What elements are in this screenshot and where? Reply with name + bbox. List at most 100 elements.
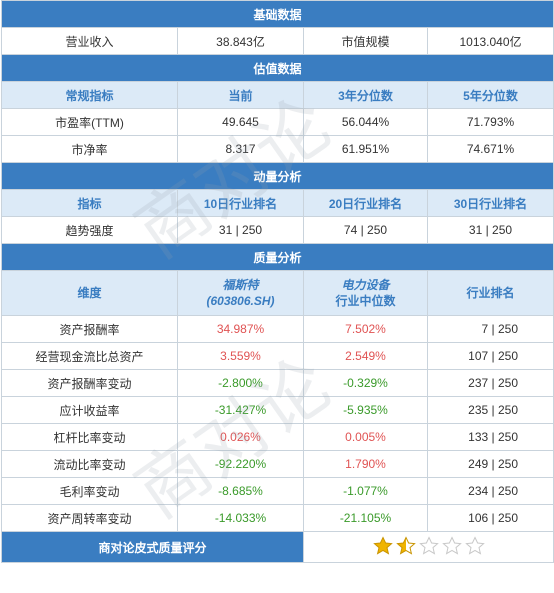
momentum-col-20d: 20日行业排名 xyxy=(303,189,428,217)
trend-30d: 31 | 250 xyxy=(426,216,554,244)
company-value: 3.559% xyxy=(177,342,304,370)
company-value: 34.987% xyxy=(177,315,304,343)
momentum-col-30d: 30日行业排名 xyxy=(426,189,554,217)
company-value: -14.033% xyxy=(177,504,304,532)
market-cap-label: 市值规模 xyxy=(303,27,428,55)
company-value: -8.685% xyxy=(177,477,304,505)
trend-label: 趋势强度 xyxy=(1,216,178,244)
industry-rank: 133 | 250 xyxy=(427,423,554,451)
company-value: -31.427% xyxy=(177,396,304,424)
valuation-col-current: 当前 xyxy=(177,81,304,109)
industry-median-label: 行业中位数 xyxy=(335,294,396,308)
industry-rank: 237 | 250 xyxy=(427,369,554,397)
valuation-title: 估值数据 xyxy=(0,54,554,82)
star-half-icon xyxy=(395,535,416,555)
basic-row: 营业收入 38.843亿 市值规模 1013.040亿 xyxy=(1,27,554,55)
valuation-header-row: 常规指标 当前 3年分位数 5年分位数 xyxy=(1,81,554,109)
industry-rank: 106 | 250 xyxy=(427,504,554,532)
pb-3y: 61.951% xyxy=(303,135,428,163)
valuation-col-5y: 5年分位数 xyxy=(426,81,554,109)
star-empty-icon xyxy=(464,535,485,555)
table-row: 经营现金流比总资产 3.559% 2.549% 107 | 250 xyxy=(1,342,554,370)
pe-current: 49.645 xyxy=(177,108,304,136)
pe-label: 市盈率(TTM) xyxy=(1,108,178,136)
quality-header-row: 维度 福斯特 (603806.SH) 电力设备 行业中位数 行业排名 xyxy=(1,270,554,316)
trend-20d: 74 | 250 xyxy=(303,216,428,244)
quality-metric-label: 流动比率变动 xyxy=(1,450,178,478)
industry-value: 0.005% xyxy=(303,423,428,451)
table-row: 杠杆比率变动 0.026% 0.005% 133 | 250 xyxy=(1,423,554,451)
industry-value: -5.935% xyxy=(303,396,428,424)
star-empty-icon xyxy=(418,535,439,555)
valuation-col-metric: 常规指标 xyxy=(1,81,178,109)
company-value: 0.026% xyxy=(177,423,304,451)
quality-metric-label: 资产周转率变动 xyxy=(1,504,178,532)
valuation-col-3y: 3年分位数 xyxy=(303,81,428,109)
table-row: 市净率 8.317 61.951% 74.671% xyxy=(1,135,554,163)
rating-stars xyxy=(372,535,485,556)
report-table: 基础数据 营业收入 38.843亿 市值规模 1013.040亿 估值数据 常规… xyxy=(0,0,554,316)
rating-table: 商对论皮式质量评分 xyxy=(1,531,554,563)
industry-rank: 7 | 250 xyxy=(427,315,554,343)
industry-rank: 107 | 250 xyxy=(427,342,554,370)
quality-metric-label: 应计收益率 xyxy=(1,396,178,424)
revenue-label: 营业收入 xyxy=(1,27,178,55)
stock-report: 基础数据 营业收入 38.843亿 市值规模 1013.040亿 估值数据 常规… xyxy=(0,0,554,563)
valuation-section-header: 估值数据 xyxy=(0,54,554,82)
company-value: -92.220% xyxy=(177,450,304,478)
table-row: 资产报酬率 34.987% 7.502% 7 | 250 xyxy=(1,315,554,343)
quality-metric-label: 资产报酬率变动 xyxy=(1,369,178,397)
rating-stars-cell xyxy=(303,531,554,563)
table-row: 流动比率变动 -92.220% 1.790% 249 | 250 xyxy=(1,450,554,478)
quality-rows-table: 资产报酬率 34.987% 7.502% 7 | 250 经营现金流比总资产 3.559%… xyxy=(1,315,554,532)
trend-10d: 31 | 250 xyxy=(177,216,304,244)
star-full-icon xyxy=(372,535,393,555)
pe-3y: 56.044% xyxy=(303,108,428,136)
table-row: 资产报酬率变动 -2.800% -0.329% 237 | 250 xyxy=(1,369,554,397)
industry-value: -21.105% xyxy=(303,504,428,532)
industry-value: 2.549% xyxy=(303,342,428,370)
quality-col-company: 福斯特 (603806.SH) xyxy=(177,270,304,316)
industry-rank: 249 | 250 xyxy=(427,450,554,478)
table-row: 资产周转率变动 -14.033% -21.105% 106 | 250 xyxy=(1,504,554,532)
basic-section-header: 基础数据 xyxy=(0,0,554,28)
industry-value: -0.329% xyxy=(303,369,428,397)
pb-label: 市净率 xyxy=(1,135,178,163)
momentum-header-row: 指标 10日行业排名 20日行业排名 30日行业排名 xyxy=(1,189,554,217)
quality-col-rank: 行业排名 xyxy=(426,270,554,316)
table-row: 应计收益率 -31.427% -5.935% 235 | 250 xyxy=(1,396,554,424)
industry-rank: 235 | 250 xyxy=(427,396,554,424)
industry-name: 电力设备 xyxy=(341,278,390,292)
industry-rank: 234 | 250 xyxy=(427,477,554,505)
quality-section-header: 质量分析 xyxy=(0,243,554,271)
table-row: 毛利率变动 -8.685% -1.077% 234 | 250 xyxy=(1,477,554,505)
industry-value: 1.790% xyxy=(303,450,428,478)
pb-current: 8.317 xyxy=(177,135,304,163)
quality-metric-label: 杠杆比率变动 xyxy=(1,423,178,451)
basic-title: 基础数据 xyxy=(0,0,554,28)
quality-metric-label: 毛利率变动 xyxy=(1,477,178,505)
momentum-col-metric: 指标 xyxy=(1,189,178,217)
momentum-section-header: 动量分析 xyxy=(0,162,554,190)
quality-metric-label: 资产报酬率 xyxy=(1,315,178,343)
company-name: 福斯特 xyxy=(222,278,259,292)
industry-value: -1.077% xyxy=(303,477,428,505)
revenue-value: 38.843亿 xyxy=(177,27,304,55)
market-cap-value: 1013.040亿 xyxy=(426,27,554,55)
rating-label: 商对论皮式质量评分 xyxy=(1,531,304,563)
company-code: (603806.SH) xyxy=(206,294,275,308)
company-value: -2.800% xyxy=(177,369,304,397)
momentum-col-10d: 10日行业排名 xyxy=(177,189,304,217)
table-row: 趋势强度 31 | 250 74 | 250 31 | 250 xyxy=(1,216,554,244)
quality-metric-label: 经营现金流比总资产 xyxy=(1,342,178,370)
quality-col-dimension: 维度 xyxy=(1,270,178,316)
star-empty-icon xyxy=(441,535,462,555)
quality-title: 质量分析 xyxy=(0,243,554,271)
rating-row: 商对论皮式质量评分 xyxy=(1,531,554,563)
table-row: 市盈率(TTM) 49.645 56.044% 71.793% xyxy=(1,108,554,136)
quality-col-industry: 电力设备 行业中位数 xyxy=(303,270,428,316)
momentum-title: 动量分析 xyxy=(0,162,554,190)
pe-5y: 71.793% xyxy=(426,108,554,136)
industry-value: 7.502% xyxy=(303,315,428,343)
pb-5y: 74.671% xyxy=(426,135,554,163)
